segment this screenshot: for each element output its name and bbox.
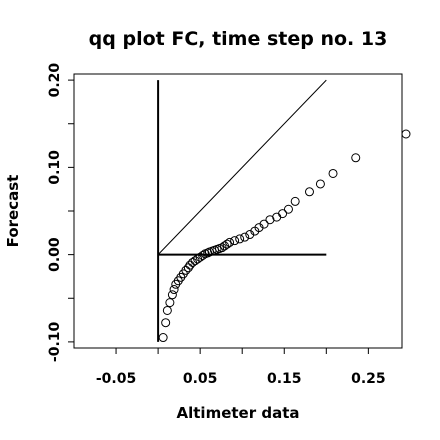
data-point xyxy=(158,333,168,343)
x-tick-label: 0.25 xyxy=(351,371,386,387)
x-tick-label: -0.05 xyxy=(96,371,136,387)
data-point xyxy=(272,212,282,222)
data-point xyxy=(351,153,361,163)
x-axis: -0.05 0.05 0.15 0.25 xyxy=(96,348,386,387)
data-point xyxy=(161,318,171,328)
clipped-point-marker xyxy=(401,129,411,139)
data-point xyxy=(304,187,314,197)
data-point xyxy=(230,236,240,246)
y-axis: -0.10 0.00 0.10 0.20 xyxy=(47,63,74,362)
data-point xyxy=(278,209,288,219)
diagonal-reference-line xyxy=(157,79,327,255)
data-point xyxy=(162,305,172,315)
y-tick-label: 0.10 xyxy=(47,150,63,185)
y-tick-label: 0.00 xyxy=(47,237,63,272)
data-point xyxy=(240,232,250,242)
reference-lines xyxy=(157,79,327,342)
data-point xyxy=(225,237,235,247)
data-point xyxy=(283,204,293,214)
data-point xyxy=(290,196,300,206)
chart-title: qq plot FC, time step no. 13 xyxy=(89,28,388,50)
data-point xyxy=(328,168,338,178)
x-tick-label: 0.15 xyxy=(267,371,302,387)
data-point xyxy=(259,219,269,229)
data-points xyxy=(158,153,361,343)
data-point xyxy=(165,298,175,308)
data-point xyxy=(222,239,232,249)
y-axis-title: Forecast xyxy=(4,175,22,248)
y-tick-label: -0.10 xyxy=(47,321,63,362)
y-tick-label: 0.20 xyxy=(47,63,63,98)
data-point xyxy=(169,285,179,295)
x-axis-title: Altimeter data xyxy=(177,404,300,422)
data-point xyxy=(235,234,245,244)
plot-frame xyxy=(73,73,403,349)
data-point xyxy=(315,179,325,189)
data-point xyxy=(167,290,177,300)
x-tick-label: 0.05 xyxy=(183,371,218,387)
